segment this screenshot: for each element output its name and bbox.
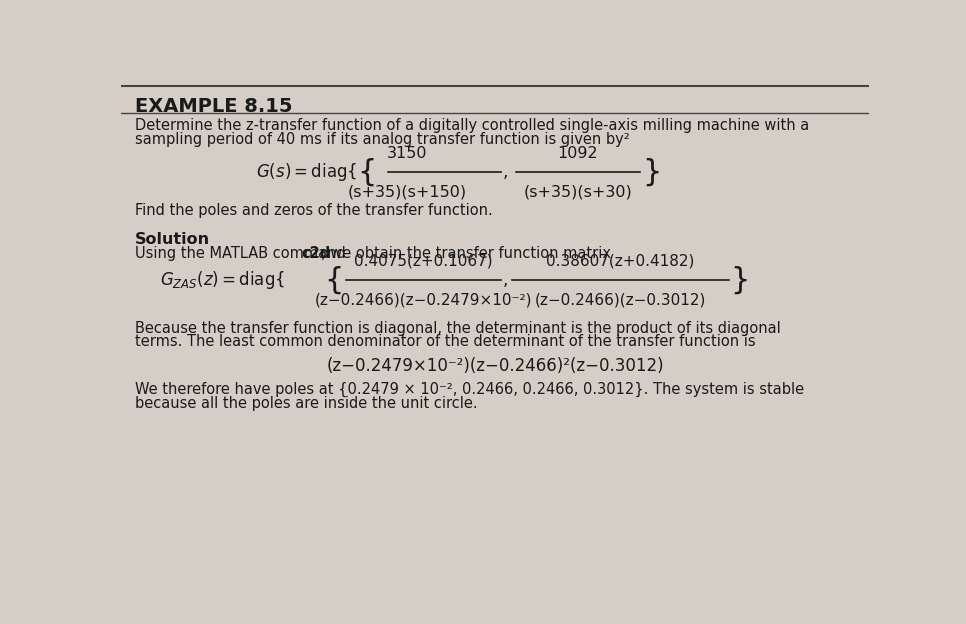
Text: $G_{ZAS}(z) = \mathrm{diag}\{$: $G_{ZAS}(z) = \mathrm{diag}\{$ (159, 269, 285, 291)
Text: Solution: Solution (134, 232, 210, 247)
Text: Find the poles and zeros of the transfer function.: Find the poles and zeros of the transfer… (134, 203, 493, 218)
Text: }: } (642, 157, 662, 187)
Text: Using the MATLAB command: Using the MATLAB command (134, 246, 350, 261)
Text: because all the poles are inside the unit circle.: because all the poles are inside the uni… (134, 396, 477, 411)
Text: EXAMPLE 8.15: EXAMPLE 8.15 (134, 97, 292, 116)
Text: {: { (357, 157, 377, 187)
Text: We therefore have poles at {0.2479 × 10⁻², 0.2466, 0.2466, 0.3012}. The system i: We therefore have poles at {0.2479 × 10⁻… (134, 382, 804, 397)
Text: (z−0.2479×10⁻²)(z−0.2466)²(z−0.3012): (z−0.2479×10⁻²)(z−0.2466)²(z−0.3012) (327, 357, 664, 374)
Text: ,: , (503, 163, 508, 181)
Text: c2d: c2d (301, 246, 330, 261)
Text: 0.4075(z+0.1067): 0.4075(z+0.1067) (354, 254, 493, 269)
Text: , we obtain the transfer function matrix: , we obtain the transfer function matrix (321, 246, 611, 261)
Text: 1092: 1092 (557, 146, 598, 161)
Text: {: { (325, 265, 344, 294)
Text: (s+35)(s+150): (s+35)(s+150) (348, 184, 468, 199)
Text: 3150: 3150 (387, 146, 428, 161)
Text: Determine the z-transfer function of a digitally controlled single-axis milling : Determine the z-transfer function of a d… (134, 118, 809, 133)
Text: }: } (730, 265, 750, 294)
Text: ,: , (503, 271, 508, 289)
Text: (z−0.2466)(z−0.2479×10⁻²): (z−0.2466)(z−0.2479×10⁻²) (314, 292, 531, 307)
Text: sampling period of 40 ms if its analog transfer function is given by²: sampling period of 40 ms if its analog t… (134, 132, 630, 147)
Text: (z−0.2466)(z−0.3012): (z−0.2466)(z−0.3012) (535, 292, 706, 307)
Text: 0.38607(z+0.4182): 0.38607(z+0.4182) (547, 254, 695, 269)
Text: (s+35)(s+30): (s+35)(s+30) (524, 184, 633, 199)
Text: $G(s) = \mathrm{diag}\{$: $G(s) = \mathrm{diag}\{$ (256, 161, 357, 183)
Text: terms. The least common denominator of the determinant of the transfer function : terms. The least common denominator of t… (134, 334, 755, 349)
Text: Because the transfer function is diagonal, the determinant is the product of its: Because the transfer function is diagona… (134, 321, 781, 336)
